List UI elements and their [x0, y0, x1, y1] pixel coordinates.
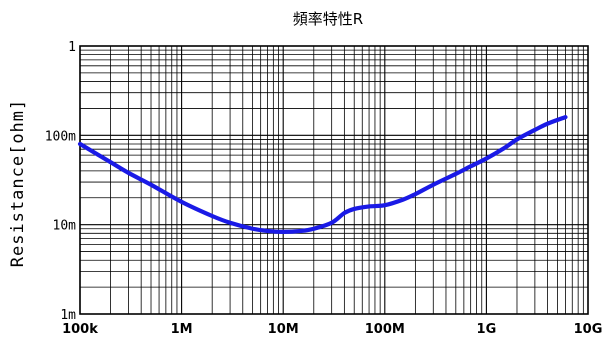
y-tick-label: 1: [68, 40, 76, 55]
x-tick-label: 1G: [477, 322, 497, 337]
x-tick-label: 10M: [268, 322, 299, 337]
resistance-curve: [77, 115, 568, 234]
x-tick-label: 10G: [574, 322, 602, 337]
plot-frame: [79, 45, 589, 315]
chart-title: 頻率特性R: [293, 10, 363, 28]
x-tick-label: 1M: [171, 322, 193, 337]
y-tick-label: 100m: [45, 129, 76, 144]
y-tick-label: 10m: [53, 219, 77, 234]
x-tick-label: 100k: [62, 322, 98, 337]
y-tick-label: 1m: [60, 308, 76, 323]
y-tick-labels: 1m 10m 100m 1: [45, 40, 76, 323]
y-axis-label: Resistance[ohm]: [8, 99, 28, 268]
plot-border: [79, 45, 589, 315]
x-tick-label: 100M: [365, 322, 405, 337]
data-series: [77, 115, 568, 234]
x-tick-labels: 100k 1M 10M 100M 1G 10G: [62, 322, 602, 337]
grid-lines: [79, 46, 588, 315]
